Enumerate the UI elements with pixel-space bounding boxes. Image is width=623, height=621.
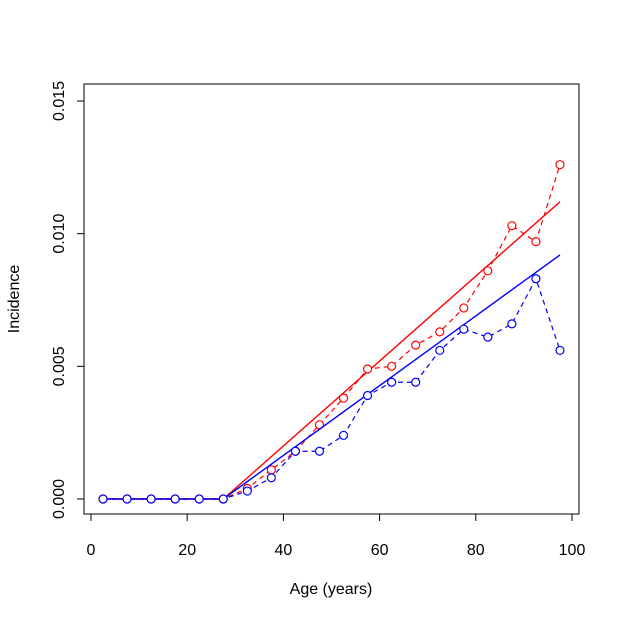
data-point [387,377,397,387]
data-point [314,446,325,456]
data-point [266,473,276,483]
plot-frame [83,83,580,515]
fitted-line [103,201,561,500]
x-tick-label: 100 [559,542,586,559]
data-point [338,430,349,440]
data-point [242,486,252,496]
data-point [146,494,156,504]
data-point [170,494,180,504]
y-tick-label: 0.015 [51,81,68,121]
data-point [459,303,469,313]
x-tick-label: 80 [467,542,485,559]
x-axis-label: Age (years) [290,581,373,598]
y-tick-label: 0.005 [51,346,68,386]
data-point [290,446,301,456]
series-layer [98,160,565,504]
data-point [411,340,421,350]
x-tick-label: 60 [371,542,389,559]
data-point [122,494,132,504]
data-point [411,377,421,387]
data-point [362,364,373,374]
observed-line [103,277,561,500]
x-axis: 0 20 40 60 80 100 [87,513,586,559]
x-tick-label: 0 [87,542,96,559]
fitted-line [103,254,561,500]
x-tick-label: 20 [178,542,196,559]
data-point [98,494,108,504]
data-point [194,494,204,504]
x-tick-label: 40 [275,542,293,559]
y-tick-label: 0.000 [51,479,68,519]
y-axis: 0.000 0.005 0.010 0.015 [51,81,85,519]
y-tick-label: 0.010 [51,214,68,254]
data-point [507,221,517,231]
data-point [435,327,445,337]
data-point [338,393,349,403]
data-point [483,332,493,342]
data-point [507,319,517,329]
series-2 [98,254,565,504]
observed-line [103,164,561,500]
data-point [483,266,493,276]
data-point [531,274,541,284]
y-axis-label: Incidence [6,265,23,334]
data-point [459,324,469,334]
series-1 [98,160,565,504]
data-point [218,494,228,504]
data-point [362,390,373,401]
data-point [555,345,565,356]
data-point [387,361,397,371]
data-point [555,160,565,170]
data-point [531,237,541,247]
data-point [435,345,445,356]
